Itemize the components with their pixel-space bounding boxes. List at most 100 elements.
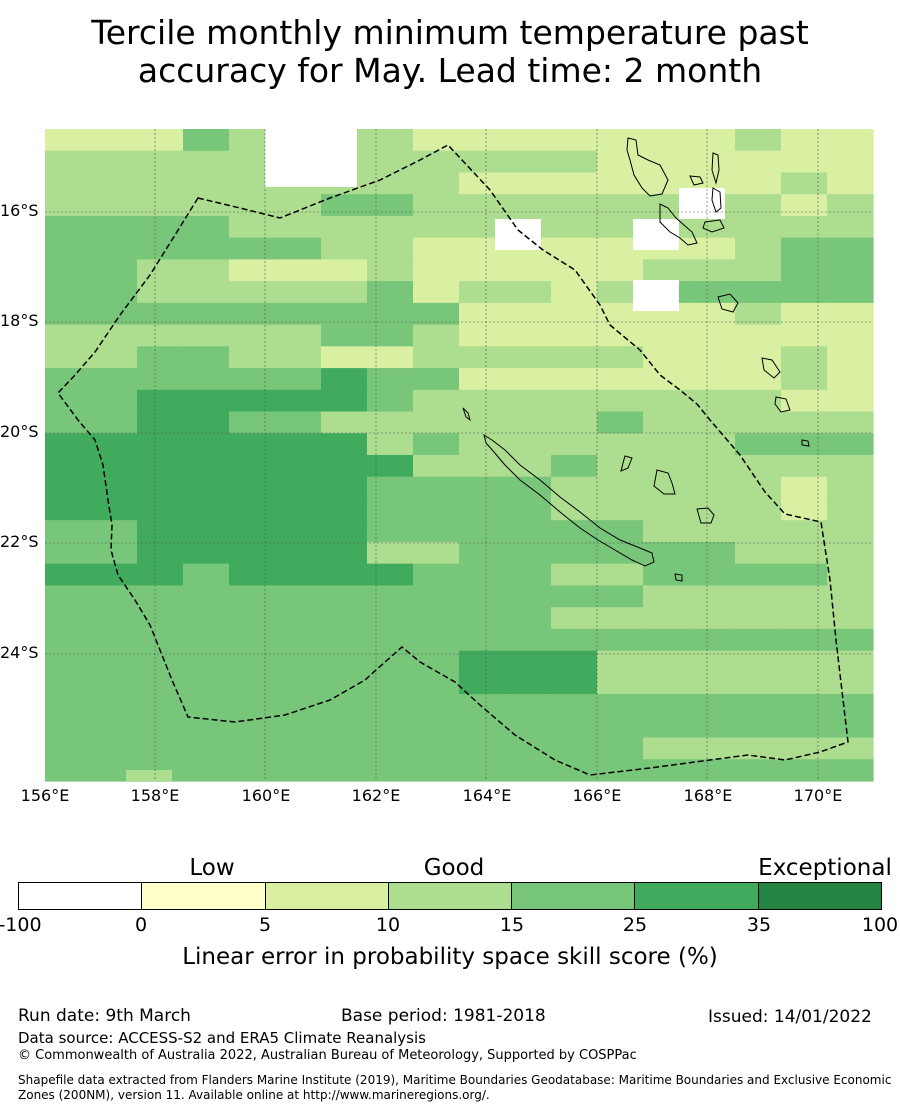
grid-cell <box>137 541 184 565</box>
grid-cell <box>597 520 644 543</box>
grid-cell <box>505 737 552 760</box>
grid-cell <box>137 281 184 304</box>
grid-cell <box>551 694 598 717</box>
grid-cell <box>597 302 644 326</box>
grid-cell <box>735 585 782 608</box>
grid-cell <box>367 259 414 282</box>
grid-cell <box>91 172 138 195</box>
grid-cell <box>781 346 828 369</box>
grid-cell <box>275 324 322 347</box>
grid-cell <box>781 368 828 391</box>
grid-cell <box>413 607 460 630</box>
colorbar-segment <box>388 883 513 909</box>
grid-cell <box>781 411 828 434</box>
grid-cell <box>459 302 506 326</box>
grid-cell <box>735 237 782 260</box>
no-skill-cell <box>633 280 679 311</box>
grid-cell <box>367 172 414 195</box>
colorbar-segment <box>265 883 389 909</box>
grid-cell <box>827 324 874 347</box>
grid-cell <box>827 715 874 739</box>
grid-cell <box>367 194 414 217</box>
grid-cell <box>781 237 828 260</box>
grid-cell <box>45 585 92 608</box>
grid-cell <box>827 215 874 239</box>
grid-cell <box>91 672 138 695</box>
category-label-exceptional: Exceptional <box>758 855 892 881</box>
grid-cell <box>597 281 644 304</box>
island-coastline <box>774 396 791 413</box>
grid-cell <box>367 302 414 326</box>
grid-cell <box>597 650 644 673</box>
grid-cell <box>459 759 506 782</box>
grid-cell <box>367 628 414 652</box>
grid-cell <box>413 563 460 586</box>
grid-cell <box>275 455 322 478</box>
grid-cell <box>689 324 736 347</box>
grid-cell <box>505 520 552 543</box>
grid-cell <box>413 541 460 565</box>
grid-cell <box>413 368 460 391</box>
grid-cell <box>459 172 506 195</box>
grid-cell <box>781 215 828 239</box>
grid-cell <box>781 759 828 782</box>
grid-cell <box>367 433 414 456</box>
grid-cell <box>183 520 230 543</box>
grid-cell <box>827 585 874 608</box>
grid-cell <box>91 150 138 174</box>
grid-cell <box>321 737 368 760</box>
map-title-line-1: Tercile monthly minimum temperature past <box>91 13 809 52</box>
grid-cell <box>827 563 874 586</box>
grid-cell <box>505 194 552 217</box>
grid-cell <box>275 259 322 282</box>
grid-cell <box>183 737 230 760</box>
grid-cell <box>551 346 598 369</box>
island-coastline <box>711 187 722 213</box>
grid-cell <box>229 650 276 673</box>
grid-cell <box>781 715 828 739</box>
grid-cell <box>735 346 782 369</box>
grid-cell <box>137 215 184 239</box>
grid-cell <box>137 237 184 260</box>
grid-cell <box>505 498 552 521</box>
grid-cell <box>367 476 414 500</box>
grid-cell <box>45 411 92 434</box>
eez-boundary <box>57 144 849 776</box>
grid-cell <box>551 368 598 391</box>
grid-cell <box>689 259 736 282</box>
grid-cell <box>505 476 552 500</box>
grid-cell <box>827 476 874 500</box>
grid-cell <box>183 476 230 500</box>
grid-cell <box>183 150 230 174</box>
grid-cell <box>505 650 552 673</box>
grid-cell <box>183 129 230 152</box>
grid-cell <box>735 650 782 673</box>
grid-cell <box>459 585 506 608</box>
grid-cell <box>597 411 644 434</box>
grid-cell <box>597 346 644 369</box>
grid-cell <box>689 237 736 260</box>
grid-cell <box>45 259 92 282</box>
grid-cell <box>91 759 138 782</box>
lon-label: 156°E <box>20 786 70 805</box>
grid-cell <box>137 737 184 760</box>
grid-cell <box>459 150 506 174</box>
grid-cell <box>735 759 782 782</box>
grid-cell <box>781 672 828 695</box>
island-coastline <box>653 469 676 495</box>
grid-cell <box>827 129 874 152</box>
grid-cell <box>367 368 414 391</box>
grid-cell <box>137 368 184 391</box>
grid-cell <box>597 194 644 217</box>
grid-cell <box>229 476 276 500</box>
no-skill-cell <box>633 219 679 250</box>
grid-cell <box>735 715 782 739</box>
grid-cell <box>45 172 92 195</box>
category-label-low: Low <box>189 855 235 881</box>
grid-cell <box>183 172 230 195</box>
grid-cell <box>367 541 414 565</box>
grid-cell <box>459 563 506 586</box>
grid-cell <box>643 672 690 695</box>
grid-cell <box>551 628 598 652</box>
grid-cell <box>183 215 230 239</box>
